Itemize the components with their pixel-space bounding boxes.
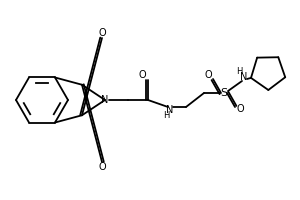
- Text: N: N: [240, 72, 248, 82]
- Text: O: O: [138, 70, 146, 80]
- Text: H: H: [236, 68, 242, 76]
- Text: N: N: [166, 105, 174, 115]
- Text: H: H: [163, 112, 169, 120]
- Text: O: O: [98, 28, 106, 38]
- Text: O: O: [98, 162, 106, 172]
- Text: S: S: [220, 88, 228, 98]
- Text: N: N: [101, 95, 109, 105]
- Text: O: O: [204, 70, 212, 80]
- Text: O: O: [236, 104, 244, 114]
